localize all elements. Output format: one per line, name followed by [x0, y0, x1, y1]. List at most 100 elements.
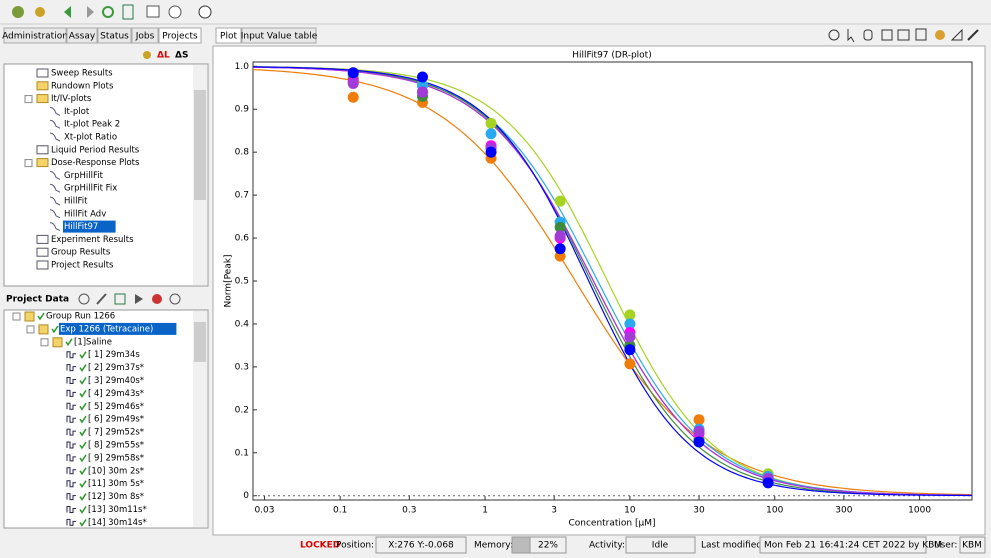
- expander[interactable]: [12, 312, 21, 321]
- tree-item[interactable]: Group Results: [51, 248, 111, 258]
- tree-item[interactable]: GrpHillFit: [64, 171, 104, 181]
- icon[interactable]: [915, 28, 927, 41]
- tree-item[interactable]: Liquid Period Results: [51, 145, 140, 155]
- expander[interactable]: [24, 159, 33, 168]
- pointer-icon[interactable]: [847, 29, 855, 43]
- forward-icon[interactable]: [87, 6, 94, 18]
- tab-label[interactable]: Plot: [220, 32, 237, 42]
- tree-item[interactable]: [ 5] 29m46s*: [88, 402, 144, 412]
- tree-icon[interactable]: [122, 4, 134, 20]
- tree-item[interactable]: [12] 30m 8s*: [88, 492, 144, 502]
- tree-item[interactable]: It-plot Peak 2: [64, 120, 120, 130]
- plot-icon: [49, 170, 61, 180]
- tab-label[interactable]: Administration: [2, 32, 68, 42]
- tree-item[interactable]: [ 2] 29m37s*: [88, 363, 144, 373]
- field: [625, 536, 696, 554]
- tab-label[interactable]: Status: [100, 32, 129, 42]
- tree-item[interactable]: HillFit97: [64, 222, 98, 232]
- tab[interactable]: [241, 27, 317, 44]
- scrollbar[interactable]: [193, 311, 207, 527]
- scroll-thumb[interactable]: [194, 322, 206, 362]
- delta-button[interactable]: ΔL: [157, 51, 170, 61]
- icon[interactable]: [169, 293, 181, 305]
- tree-item[interactable]: Experiment Results: [51, 235, 134, 245]
- tree-item[interactable]: [1]Saline: [74, 337, 112, 347]
- icon[interactable]: [143, 51, 151, 59]
- back-icon[interactable]: [64, 6, 71, 18]
- data-point: [693, 414, 705, 426]
- tree-item[interactable]: HillFit: [64, 197, 88, 207]
- data-point: [417, 71, 429, 83]
- table-icon: [36, 260, 49, 270]
- tab[interactable]: [3, 27, 67, 44]
- tree-item[interactable]: Project Results: [51, 261, 114, 271]
- fit-curve: [252, 66, 972, 496]
- icon[interactable]: [96, 293, 107, 305]
- tree-item[interactable]: It/IV-plots: [51, 94, 92, 104]
- icon[interactable]: [135, 294, 143, 304]
- tree-item[interactable]: [11] 30m 5s*: [88, 479, 144, 489]
- tree-item[interactable]: [14] 30m14s*: [88, 518, 147, 528]
- tree-item[interactable]: [ 7] 29m52s*: [88, 428, 144, 438]
- tab-label[interactable]: Assay: [69, 32, 96, 42]
- tree-item[interactable]: Xt-plot Ratio: [64, 133, 117, 143]
- expander[interactable]: [24, 95, 33, 104]
- data-point: [624, 309, 636, 321]
- zoom-icon[interactable]: [828, 29, 840, 41]
- icon[interactable]: [35, 7, 45, 17]
- tree-item[interactable]: Dose-Response Plots: [51, 158, 140, 168]
- delta-button[interactable]: ΔS: [175, 51, 188, 61]
- x-tick-label: 100: [766, 506, 783, 516]
- tree-item[interactable]: [ 8] 29m55s*: [88, 441, 144, 451]
- icon[interactable]: [950, 28, 963, 41]
- help-icon[interactable]: [198, 5, 212, 19]
- tab[interactable]: [215, 27, 242, 44]
- plot-icon: [49, 132, 61, 142]
- icon[interactable]: [881, 29, 893, 41]
- sweep-icon: [66, 493, 76, 501]
- tab[interactable]: [131, 27, 159, 44]
- sweep-icon: [66, 518, 76, 526]
- tree-item[interactable]: [ 4] 29m43s*: [88, 389, 144, 399]
- tab[interactable]: [158, 27, 202, 44]
- tree-item[interactable]: [ 6] 29m49s*: [88, 415, 144, 425]
- y-tick-label: 0.3: [235, 362, 249, 372]
- icon[interactable]: [114, 293, 126, 305]
- tree-item[interactable]: [ 1] 29m34s: [88, 350, 140, 360]
- x-axis-label: Concentration [µM]: [568, 519, 655, 529]
- expander[interactable]: [40, 338, 49, 347]
- memory-bar: [511, 536, 531, 554]
- tree-item[interactable]: Rundown Plots: [51, 81, 114, 91]
- refresh-icon[interactable]: [102, 6, 114, 18]
- y-tick-label: 0.6: [235, 234, 250, 244]
- tab-label[interactable]: Projects: [162, 32, 198, 42]
- tree-item[interactable]: [ 3] 29m40s*: [88, 376, 144, 386]
- tab[interactable]: [97, 27, 132, 44]
- tree-item[interactable]: [13] 30m11s*: [88, 505, 147, 515]
- expander[interactable]: [26, 325, 35, 334]
- tree-item[interactable]: Sweep Results: [51, 69, 113, 79]
- window-icon[interactable]: [146, 5, 160, 18]
- icon[interactable]: [78, 293, 90, 305]
- view-icon[interactable]: [168, 5, 182, 19]
- tree-item[interactable]: Exp 1266 (Tetracaine): [60, 324, 153, 334]
- tree-item[interactable]: [ 9] 29m58s*: [88, 453, 144, 463]
- tab[interactable]: [66, 27, 98, 44]
- scroll-thumb[interactable]: [194, 90, 206, 200]
- tree-item[interactable]: [10] 30m 2s*: [88, 466, 144, 476]
- icon[interactable]: [897, 29, 910, 41]
- label: Memory:: [474, 541, 513, 551]
- tree-item[interactable]: GrpHillFit Fix: [64, 184, 117, 194]
- tree-item[interactable]: It-plot: [64, 107, 90, 117]
- settings-icon[interactable]: [967, 29, 979, 41]
- tree-item[interactable]: HillFit Adv: [64, 209, 106, 219]
- tab-label[interactable]: Input Value table: [241, 32, 318, 42]
- palette-icon[interactable]: [935, 30, 945, 40]
- sweep-icon: [66, 377, 76, 384]
- icon[interactable]: [12, 6, 24, 18]
- tree-item[interactable]: Group Run 1266: [46, 312, 115, 322]
- icon[interactable]: [152, 294, 162, 304]
- pan-icon[interactable]: [863, 29, 873, 41]
- data-point: [554, 230, 566, 242]
- tab-label[interactable]: Jobs: [135, 32, 155, 42]
